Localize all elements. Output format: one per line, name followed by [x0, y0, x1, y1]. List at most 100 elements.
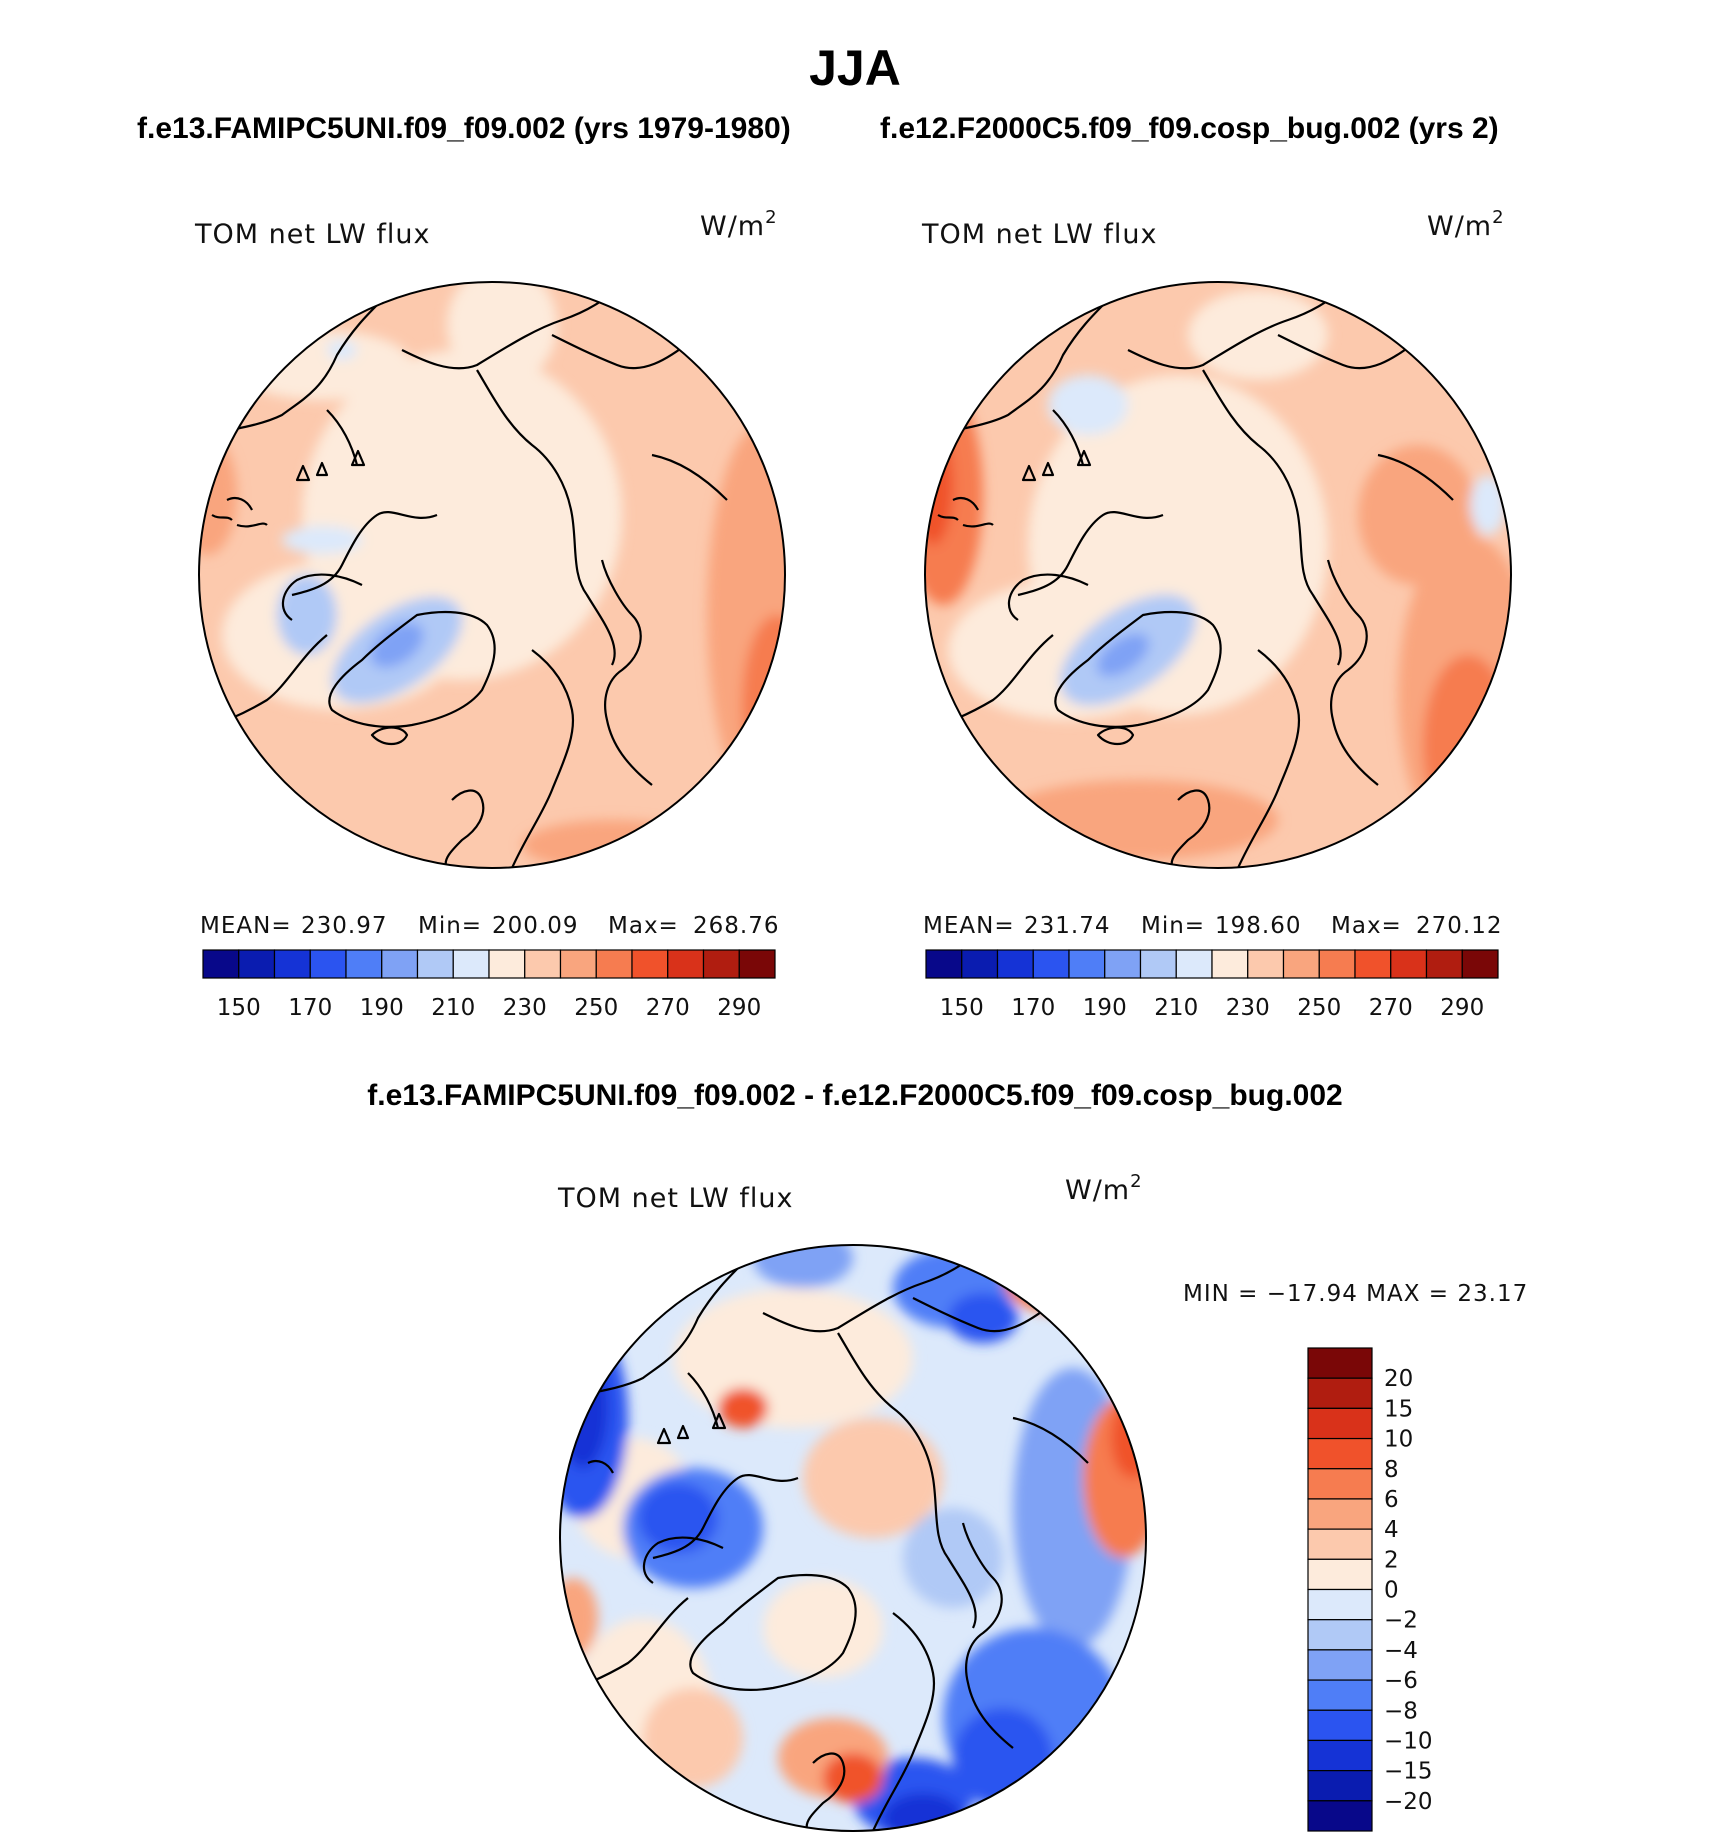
- right-max-value: 270.12: [1416, 913, 1502, 939]
- left-map-border: [198, 281, 786, 869]
- right-colorbar-cell: [1139, 949, 1177, 979]
- diff-colorbar-cell: [1307, 1770, 1373, 1802]
- diff-title: f.e13.FAMIPC5UNI.f09_f09.002 - f.e12.F20…: [367, 1079, 1342, 1112]
- right-colorbar-tick-label: 290: [1440, 995, 1484, 1021]
- diff-colorbar-cell: [1307, 1619, 1373, 1651]
- right-colorbar-tick-label: 230: [1226, 995, 1270, 1021]
- right-colorbar-cell: [925, 949, 963, 979]
- right-colorbar-tick-label: 190: [1083, 995, 1127, 1021]
- left-colorbar-tick-label: 190: [360, 995, 404, 1021]
- right-min-label: Min=: [1141, 913, 1205, 939]
- left-colorbar-cell: [524, 949, 562, 979]
- right-colorbar-cell: [1175, 949, 1213, 979]
- diff-colorbar-tick-label: 10: [1384, 1427, 1413, 1453]
- diff-colorbar-tick-label: −20: [1384, 1789, 1433, 1815]
- diff-map-border: [559, 1244, 1147, 1832]
- diff-colorbar-tick-label: −8: [1384, 1698, 1418, 1724]
- right-map-border: [924, 281, 1512, 869]
- diff-colorbar-tick-label: −10: [1384, 1728, 1433, 1754]
- diff-colorbar-cell: [1307, 1649, 1373, 1681]
- left-colorbar: 150 170 190 210 230 250 270 290: [202, 949, 776, 1021]
- diff-polar-map: [559, 1244, 1147, 1832]
- right-colorbar-cell: [1461, 949, 1499, 979]
- right-colorbar-cell: [1318, 949, 1356, 979]
- diff-colorbar-tick-label: −2: [1384, 1608, 1418, 1634]
- diff-colorbar-tick-label: 2: [1384, 1547, 1399, 1573]
- diff-colorbar-tick-label: −6: [1384, 1668, 1418, 1694]
- left-colorbar-cell: [202, 949, 240, 979]
- right-min-value: 198.60: [1215, 913, 1301, 939]
- right-colorbar-tick-label: 250: [1297, 995, 1341, 1021]
- diff-colorbar-tick-label: 15: [1384, 1396, 1413, 1422]
- left-max-value: 268.76: [693, 913, 779, 939]
- diff-colorbar-cell: [1307, 1437, 1373, 1470]
- left-colorbar-cell: [631, 949, 669, 979]
- right-colorbar-cell: [1282, 949, 1320, 979]
- left-max-label: Max=: [608, 913, 679, 939]
- right-colorbar-cell: [1390, 949, 1428, 979]
- right-mean-value: 231.74: [1024, 913, 1110, 939]
- diff-colorbar-tick-label: −4: [1384, 1638, 1418, 1664]
- diff-colorbar-cell: [1307, 1347, 1373, 1379]
- diff-units-label: W/m2: [1065, 1171, 1143, 1206]
- diff-colorbar-tick-label: 8: [1384, 1457, 1399, 1483]
- left-colorbar-tick-label: 230: [503, 995, 547, 1021]
- right-colorbar-cell: [1425, 949, 1463, 979]
- right-units-label: W/m2: [1427, 207, 1505, 242]
- diff-colorbar-tick-label: −15: [1384, 1759, 1433, 1785]
- right-colorbar-cell: [1211, 949, 1249, 979]
- diff-colorbar-cell: [1307, 1407, 1373, 1440]
- diff-colorbar-cell: [1307, 1709, 1373, 1742]
- left-colorbar-cell: [273, 949, 311, 979]
- case-left-title: f.e13.FAMIPC5UNI.f09_f09.002 (yrs 1979-1…: [137, 112, 791, 145]
- left-units-label: W/m2: [700, 207, 778, 242]
- right-colorbar: 150 170 190 210 230 250 270 290: [925, 949, 1499, 1021]
- right-variable-label: TOM net LW flux: [921, 219, 1157, 250]
- left-colorbar-cell: [738, 949, 776, 979]
- diff-colorbar-cell: [1307, 1558, 1373, 1591]
- left-colorbar-tick-label: 290: [717, 995, 761, 1021]
- right-colorbar-tick-label: 150: [940, 995, 984, 1021]
- right-stats: MEAN= 231.74 Min= 198.60 Max= 270.12: [923, 913, 1502, 939]
- left-colorbar-cell: [238, 949, 276, 979]
- left-colorbar-tick-label: 270: [646, 995, 690, 1021]
- right-colorbar-cell: [961, 949, 999, 979]
- diff-colorbar-tick-label: 4: [1384, 1517, 1399, 1543]
- right-colorbar-cell: [996, 949, 1034, 979]
- diff-colorbar-cell: [1307, 1468, 1373, 1500]
- left-min-label: Min=: [418, 913, 482, 939]
- left-mean-value: 230.97: [301, 913, 387, 939]
- right-polar-map: [924, 281, 1512, 869]
- right-colorbar-tick-label: 170: [1011, 995, 1055, 1021]
- right-colorbar-tick-label: 210: [1154, 995, 1198, 1021]
- left-colorbar-tick-label: 250: [574, 995, 618, 1021]
- left-coastlines: [199, 282, 763, 868]
- diff-colorbar-tick-label: 20: [1384, 1366, 1413, 1392]
- left-min-value: 200.09: [492, 913, 578, 939]
- left-colorbar-tick-label: 150: [217, 995, 261, 1021]
- season-title: JJA: [809, 40, 901, 96]
- left-colorbar-cell: [381, 949, 419, 979]
- diff-colorbar-cell: [1307, 1800, 1373, 1832]
- right-colorbar-cell: [1032, 949, 1070, 979]
- left-colorbar-cell: [345, 949, 383, 979]
- diff-colorbar-cell: [1307, 1739, 1373, 1772]
- right-coastlines: [925, 282, 1489, 868]
- right-colorbar-cell: [1354, 949, 1392, 979]
- left-colorbar-cell: [309, 949, 347, 979]
- left-colorbar-cell: [416, 949, 454, 979]
- left-colorbar-cell: [667, 949, 705, 979]
- diff-variable-label: TOM net LW flux: [557, 1183, 793, 1214]
- right-colorbar-cell: [1104, 949, 1142, 979]
- left-variable-label: TOM net LW flux: [194, 219, 430, 250]
- right-colorbar-cell: [1247, 949, 1285, 979]
- diff-colorbar-tick-label: 0: [1384, 1578, 1399, 1604]
- right-colorbar-tick-label: 270: [1369, 995, 1413, 1021]
- diff-colorbar-cell: [1307, 1679, 1373, 1711]
- left-colorbar-cell: [559, 949, 597, 979]
- case-right-title: f.e12.F2000C5.f09_f09.cosp_bug.002 (yrs …: [880, 112, 1499, 145]
- left-colorbar-cell: [452, 949, 490, 979]
- diff-colorbar-cell: [1307, 1498, 1373, 1530]
